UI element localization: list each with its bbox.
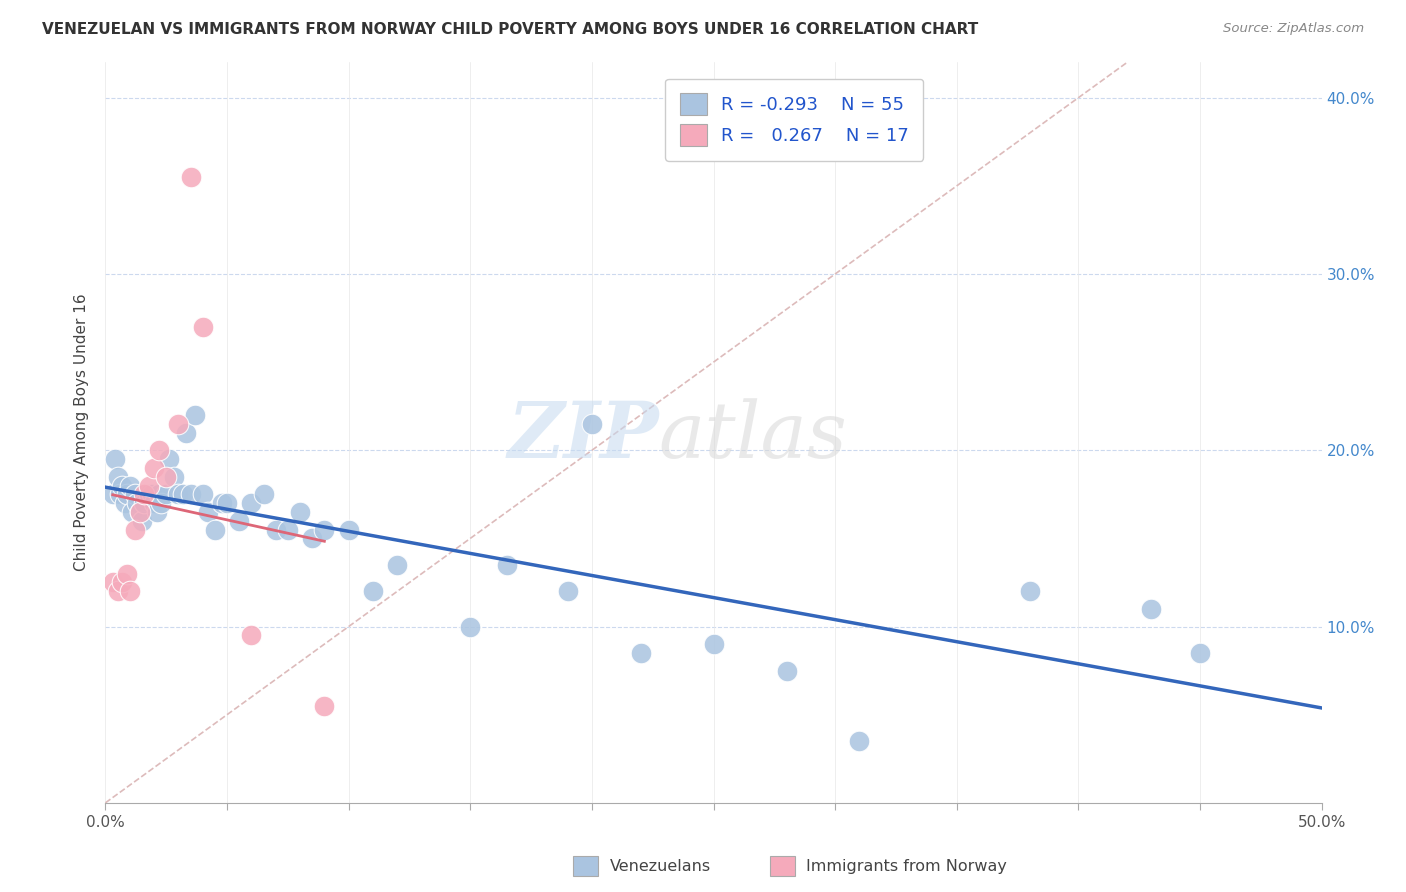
- Point: [217, 496, 239, 510]
- Point: [148, 443, 170, 458]
- Point: [107, 469, 129, 483]
- Point: [495, 558, 517, 572]
- Point: [630, 646, 652, 660]
- Point: [108, 487, 131, 501]
- Point: [337, 523, 360, 537]
- Point: [1140, 602, 1163, 616]
- Point: [128, 505, 150, 519]
- Point: [240, 496, 263, 510]
- Text: Immigrants from Norway: Immigrants from Norway: [807, 859, 1007, 873]
- Text: atlas: atlas: [659, 398, 848, 475]
- Point: [581, 417, 603, 431]
- Point: [197, 505, 219, 519]
- Point: [314, 523, 336, 537]
- Point: [125, 496, 148, 510]
- Point: [124, 523, 146, 537]
- Point: [277, 523, 299, 537]
- Point: [138, 478, 160, 492]
- Point: [775, 664, 797, 678]
- Point: [1018, 584, 1040, 599]
- Point: [1189, 646, 1212, 660]
- Point: [387, 558, 409, 572]
- Point: [172, 487, 194, 501]
- Point: [134, 496, 156, 510]
- Point: [458, 619, 481, 633]
- Point: [148, 487, 170, 501]
- Point: [848, 734, 870, 748]
- Point: [134, 487, 156, 501]
- Y-axis label: Child Poverty Among Boys Under 16: Child Poverty Among Boys Under 16: [75, 293, 90, 572]
- Text: ZIP: ZIP: [508, 398, 659, 475]
- Point: [301, 532, 323, 546]
- Point: [111, 575, 134, 590]
- Text: Venezuelans: Venezuelans: [610, 859, 710, 873]
- Point: [204, 523, 226, 537]
- Point: [118, 478, 141, 492]
- Point: [180, 487, 202, 501]
- Point: [361, 584, 384, 599]
- Point: [157, 452, 180, 467]
- Point: [191, 319, 214, 334]
- Point: [167, 487, 190, 501]
- Point: [702, 637, 725, 651]
- Point: [174, 425, 197, 440]
- Point: [104, 452, 127, 467]
- Point: [180, 169, 202, 184]
- Point: [143, 496, 166, 510]
- Point: [155, 469, 177, 483]
- Point: [131, 514, 153, 528]
- Point: [107, 584, 129, 599]
- Point: [184, 408, 207, 422]
- Point: [117, 487, 139, 501]
- Point: [211, 496, 233, 510]
- Point: [118, 584, 141, 599]
- Point: [155, 487, 177, 501]
- Point: [121, 505, 143, 519]
- Text: VENEZUELAN VS IMMIGRANTS FROM NORWAY CHILD POVERTY AMONG BOYS UNDER 16 CORRELATI: VENEZUELAN VS IMMIGRANTS FROM NORWAY CHI…: [42, 22, 979, 37]
- Text: Source: ZipAtlas.com: Source: ZipAtlas.com: [1223, 22, 1364, 36]
- Point: [124, 487, 146, 501]
- Point: [150, 496, 173, 510]
- Legend: R = -0.293    N = 55, R =   0.267    N = 17: R = -0.293 N = 55, R = 0.267 N = 17: [665, 78, 924, 161]
- Point: [314, 698, 336, 713]
- Point: [111, 478, 134, 492]
- Point: [162, 469, 184, 483]
- Point: [101, 575, 124, 590]
- Point: [191, 487, 214, 501]
- Point: [128, 505, 150, 519]
- Point: [557, 584, 579, 599]
- Point: [264, 523, 287, 537]
- Point: [145, 505, 167, 519]
- Point: [101, 487, 124, 501]
- Point: [117, 566, 139, 581]
- Point: [240, 628, 263, 642]
- Point: [114, 496, 136, 510]
- Point: [252, 487, 274, 501]
- Point: [167, 417, 190, 431]
- Point: [141, 487, 163, 501]
- Point: [143, 461, 166, 475]
- Point: [138, 487, 160, 501]
- Point: [228, 514, 250, 528]
- Point: [288, 505, 311, 519]
